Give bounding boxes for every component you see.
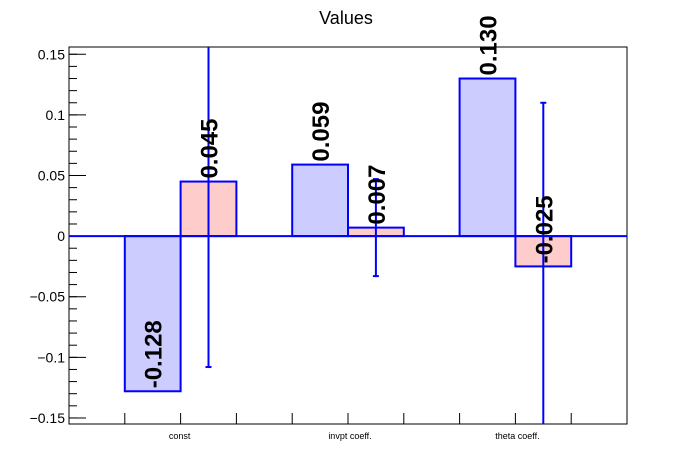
- x-tick-label: invpt coeff.: [328, 431, 371, 441]
- bar-values: [123, 235, 182, 393]
- x-axis: const invpt coeff. theta coeff.: [124, 413, 572, 441]
- y-tick-label: 0.15: [38, 46, 65, 62]
- value-label: 0.045: [197, 118, 224, 178]
- y-tick-label: 0: [57, 228, 65, 244]
- value-label: -0.128: [141, 320, 168, 388]
- chart-title: Values: [319, 8, 373, 28]
- y-tick-label: −0.05: [30, 289, 66, 305]
- bar-values: [458, 77, 517, 238]
- y-tick-label: −0.15: [30, 410, 66, 426]
- value-label: 0.059: [308, 102, 335, 162]
- y-tick-label: 0.1: [46, 107, 66, 123]
- y-tick-label: −0.1: [37, 349, 65, 365]
- x-tick-label: theta coeff.: [495, 431, 539, 441]
- y-tick-label: 0.05: [38, 167, 65, 183]
- value-label: 0.007: [364, 165, 391, 225]
- value-labels: -0.128 0.059 0.130 0.045 0.007 -0.025: [141, 15, 559, 388]
- bar-values: [291, 163, 350, 238]
- bars: [69, 77, 627, 393]
- y-axis: −0.15 −0.1 −0.05 0 0.05 0.1 0.15: [30, 46, 86, 426]
- value-label: -0.025: [531, 195, 558, 263]
- error-bars: [205, 47, 547, 424]
- value-label: 0.130: [476, 15, 503, 75]
- x-tick-label: const: [169, 431, 191, 441]
